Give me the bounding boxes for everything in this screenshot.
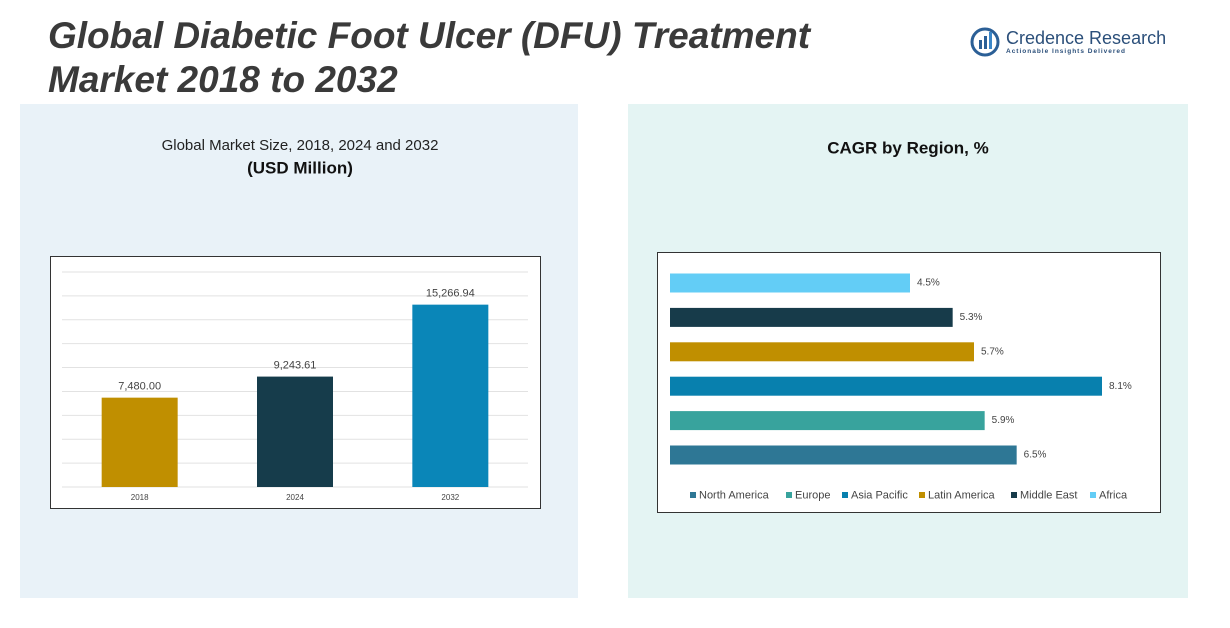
bar <box>670 307 953 327</box>
bar <box>257 376 333 487</box>
legend-label: Latin America <box>928 489 996 501</box>
legend-label: Asia Pacific <box>851 489 908 501</box>
bar <box>101 397 178 487</box>
bar <box>412 304 489 487</box>
bar-chart-subtitle: (USD Million) <box>247 158 353 177</box>
data-label: 4.5% <box>917 278 940 289</box>
legend-label: Africa <box>1099 489 1128 501</box>
data-label: 5.7% <box>981 346 1004 357</box>
legend-swatch <box>786 492 792 498</box>
x-tick-label: 2024 <box>286 493 304 502</box>
data-label: 5.9% <box>992 415 1015 426</box>
logo-icon <box>970 27 1000 57</box>
bar <box>670 342 974 362</box>
legend-swatch <box>919 492 925 498</box>
x-tick-label: 2032 <box>441 493 459 502</box>
legend-label: Europe <box>795 489 830 501</box>
page-title: Global Diabetic Foot Ulcer (DFU) Treatme… <box>48 15 811 100</box>
data-label: 7,480.00 <box>118 381 161 393</box>
logo-name: Credence Research <box>1006 28 1167 48</box>
data-label: 9,243.61 <box>274 359 317 371</box>
x-tick-label: 2018 <box>131 493 149 502</box>
legend-swatch <box>1011 492 1017 498</box>
bar <box>670 273 910 293</box>
hbar-chart-title: CAGR by Region, % <box>827 138 989 157</box>
data-label: 8.1% <box>1109 381 1132 392</box>
data-label: 5.3% <box>960 312 983 323</box>
legend-swatch <box>842 492 848 498</box>
legend-label: Middle East <box>1020 489 1077 501</box>
legend-swatch <box>690 492 696 498</box>
bar <box>670 376 1102 396</box>
data-label: 6.5% <box>1024 450 1047 461</box>
logo-tagline: Actionable Insights Delivered <box>1006 48 1127 55</box>
legend-label: North America <box>699 489 770 501</box>
bar <box>670 411 985 431</box>
data-label: 15,266.94 <box>426 288 475 300</box>
bar-chart-title: Global Market Size, 2018, 2024 and 2032 <box>162 137 439 154</box>
bar <box>670 445 1017 465</box>
legend-swatch <box>1090 492 1096 498</box>
